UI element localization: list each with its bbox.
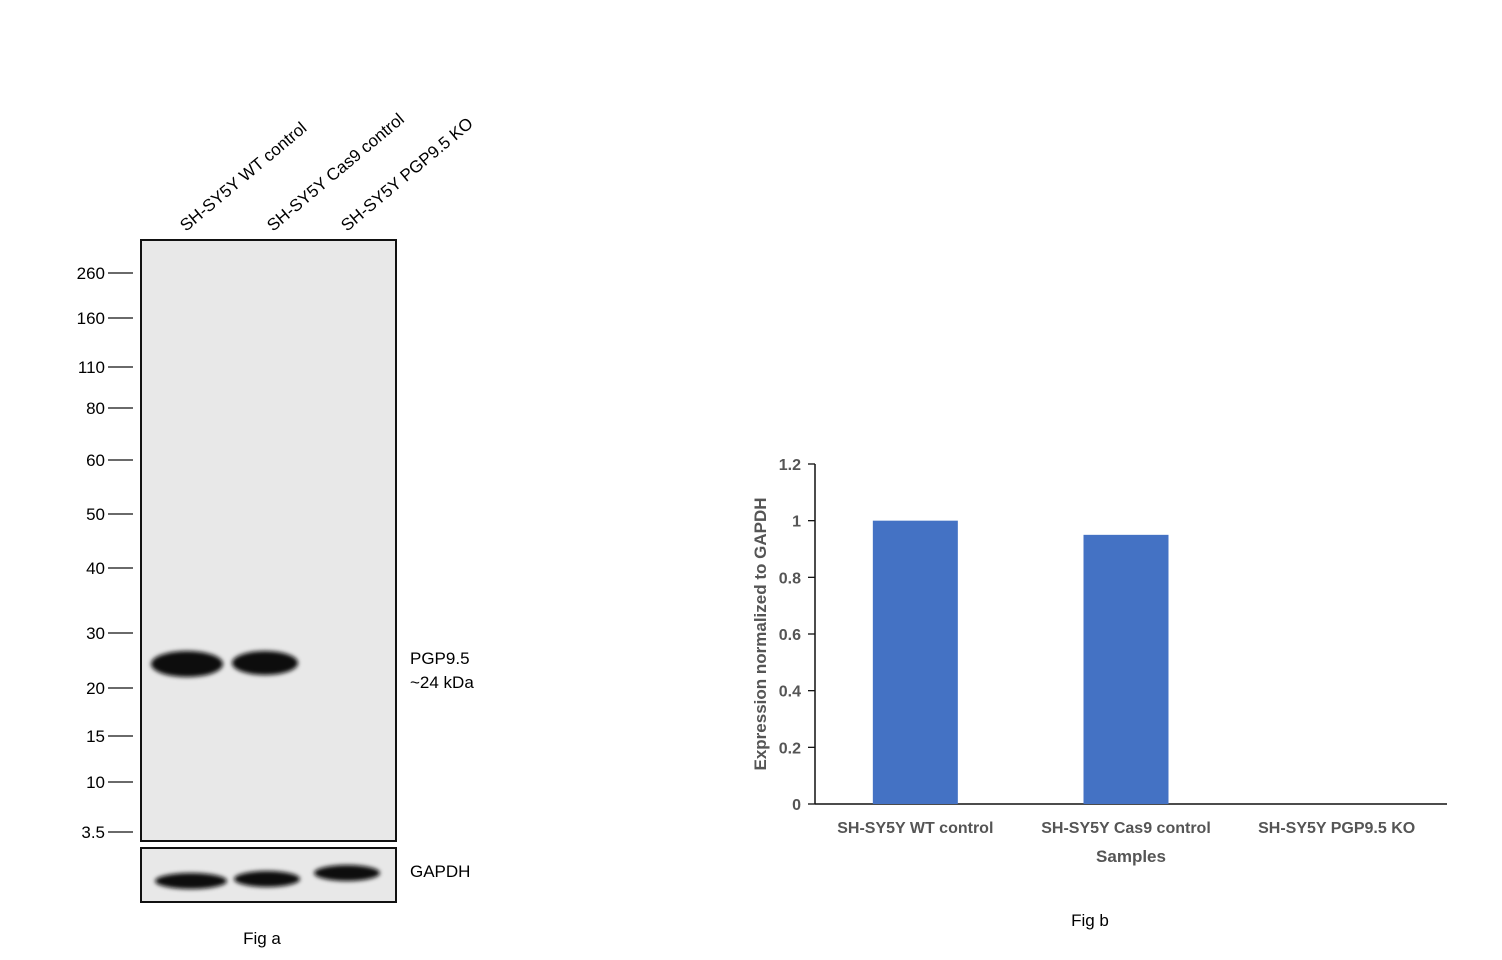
gapdh-band-ko [314,865,380,881]
marker-label: 40 [86,559,105,578]
marker-label: 160 [77,309,105,328]
marker-label: 15 [86,727,105,746]
marker-label: 10 [86,773,105,792]
fig-a-caption: Fig a [243,929,281,948]
x-category-label: SH-SY5Y Cas9 control [1041,820,1211,837]
western-blot-panel: SH-SY5Y WT control SH-SY5Y Cas9 control … [77,110,477,948]
marker-label: 260 [77,264,105,283]
x-category-label: SH-SY5Y WT control [837,820,993,837]
x-axis-title: Samples [1096,847,1166,866]
category-labels: SH-SY5Y WT control SH-SY5Y Cas9 control SH… [837,820,1415,837]
y-tick-label: 1.2 [779,457,801,474]
marker-ladder: 260 160 110 80 60 50 40 30 20 15 10 3.5 [77,264,133,842]
loading-control-label: GAPDH [410,862,470,881]
fig-b-caption: Fig b [1071,911,1109,930]
y-tick-label: 0 [792,797,801,814]
marker-label: 60 [86,451,105,470]
marker-label: 50 [86,505,105,524]
bars [872,520,1169,804]
y-axis-ticks: 0 0.2 0.4 0.6 0.8 1 1.2 [779,457,815,814]
pgp95-band-cas9 [232,651,298,675]
y-tick-label: 0.2 [779,740,801,757]
y-tick-label: 1 [792,514,801,531]
bar [872,520,958,804]
lane-label-ko: SH-SY5Y PGP9.5 KO [337,114,476,235]
pgp95-band-wt [151,651,223,677]
bar [1083,534,1169,804]
gapdh-band-wt [155,873,227,889]
x-category-label: SH-SY5Y PGP9.5 KO [1258,820,1415,837]
blot-membrane [140,239,397,842]
y-tick-label: 0.8 [779,570,801,587]
marker-label: 30 [86,624,105,643]
y-tick-label: 0.6 [779,627,801,644]
y-axis-title: Expression normalized to GAPDH [751,498,770,771]
pgp95-bands [151,651,298,677]
gapdh-band-cas9 [234,871,300,887]
marker-label: 110 [78,358,105,377]
target-size-label: ~24 kDa [410,673,474,692]
marker-label: 20 [86,679,105,698]
gapdh-bands [155,865,380,889]
bar-chart-panel: 00.20.40.60.811.2 SH-SY5Y WT control SH-S… [751,457,1447,930]
target-protein-label: PGP9.5 [410,649,470,668]
marker-label: 80 [86,399,105,418]
y-tick-label: 0.4 [779,684,801,701]
marker-label: 3.5 [81,823,105,842]
